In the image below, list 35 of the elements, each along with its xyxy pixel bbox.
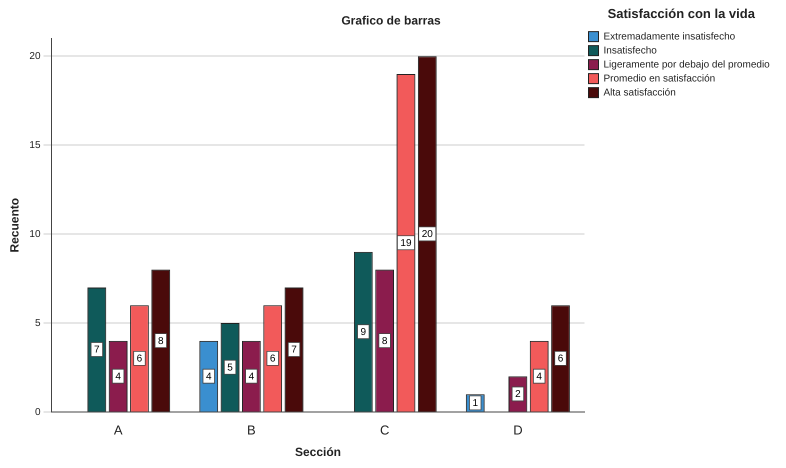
data-label: 4 [206, 371, 212, 382]
data-label: 6 [136, 354, 143, 365]
data-label: 1 [472, 398, 478, 410]
legend-label: Insatisfecho [604, 45, 658, 56]
data-label: 4 [115, 371, 122, 382]
data-label: 9 [360, 326, 367, 338]
x-tick-label: D [513, 422, 523, 438]
legend-label: Promedio en satisfacción [604, 73, 716, 84]
data-label: 19 [400, 238, 412, 249]
x-tick-label: A [114, 422, 123, 438]
data-label: 8 [382, 336, 388, 347]
x-axis-title: Sección [294, 445, 342, 460]
y-tick-label: 10 [29, 228, 41, 240]
data-label: 20 [422, 229, 434, 240]
data-label: 4 [248, 371, 255, 382]
x-tick-label: B [247, 422, 256, 438]
data-label: 7 [291, 344, 298, 356]
data-label: 6 [270, 354, 276, 365]
data-label: 5 [227, 362, 234, 374]
x-tick-label: C [380, 422, 390, 438]
legend-title: Satisfacción con la vida [608, 6, 756, 22]
data-label: 4 [536, 371, 542, 382]
y-tick-label: 15 [29, 140, 41, 151]
data-label: 6 [558, 354, 564, 365]
legend-label: Alta satisfacción [604, 87, 676, 98]
y-tick-label: 0 [34, 406, 41, 418]
chart-title: Grafico de barras [341, 14, 442, 28]
y-tick-label: 20 [29, 50, 41, 62]
legend-label: Ligeramente por debajo del promedio [604, 59, 770, 70]
y-tick-label: 5 [34, 318, 41, 329]
y-axis-title: Recuento [8, 198, 22, 253]
data-label: 2 [515, 389, 522, 400]
legend-label: Extremadamente insatisfecho [604, 31, 736, 42]
data-label: 8 [158, 336, 164, 347]
data-label: 7 [94, 344, 100, 356]
